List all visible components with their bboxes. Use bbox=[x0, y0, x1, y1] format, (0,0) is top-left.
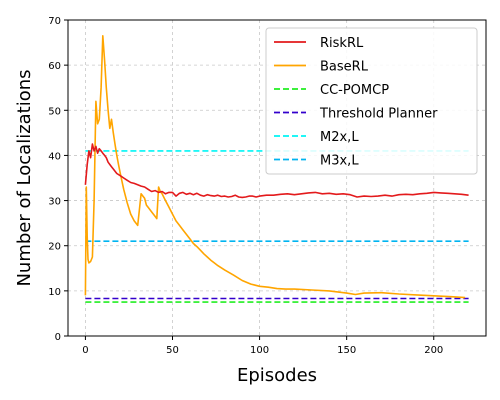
legend-label: RiskRL bbox=[320, 36, 364, 51]
series-lines bbox=[84, 34, 469, 303]
x-tick-label: 50 bbox=[166, 345, 179, 356]
x-axis-label: Episodes bbox=[237, 365, 317, 386]
y-tick-label: 40 bbox=[48, 151, 61, 162]
y-tick-label: 50 bbox=[48, 106, 61, 117]
legend-label: BaseRL bbox=[320, 60, 369, 75]
y-tick-label: 60 bbox=[48, 61, 61, 72]
y-tick-label: 0 bbox=[55, 332, 61, 343]
x-tick-label: 0 bbox=[82, 345, 88, 356]
x-tick-label: 200 bbox=[424, 345, 443, 356]
axis-ticks: 0 50 100 150 200 0 10 20 30 40 50 60 70 bbox=[48, 16, 443, 356]
legend-label: Threshold Planner bbox=[319, 107, 438, 122]
series-line-baserl bbox=[84, 34, 466, 299]
x-tick-label: 150 bbox=[337, 345, 356, 356]
x-tick-label: 100 bbox=[250, 345, 269, 356]
legend-box bbox=[265, 27, 478, 175]
series-line-riskrl bbox=[84, 143, 469, 199]
legend-label: M3x,L bbox=[320, 154, 359, 169]
y-tick-label: 20 bbox=[48, 242, 61, 253]
y-axis-label: Number of Localizations bbox=[14, 69, 35, 286]
y-tick-label: 10 bbox=[48, 287, 61, 298]
plot-frame bbox=[67, 19, 487, 337]
y-tick-label: 70 bbox=[48, 16, 61, 27]
y-tick-label: 30 bbox=[48, 197, 61, 208]
legend: RiskRL BaseRL CC-POMCP Threshold Planner M2x… bbox=[265, 27, 478, 175]
legend-label: CC-POMCP bbox=[320, 83, 389, 98]
legend-label: M2x,L bbox=[320, 130, 359, 145]
